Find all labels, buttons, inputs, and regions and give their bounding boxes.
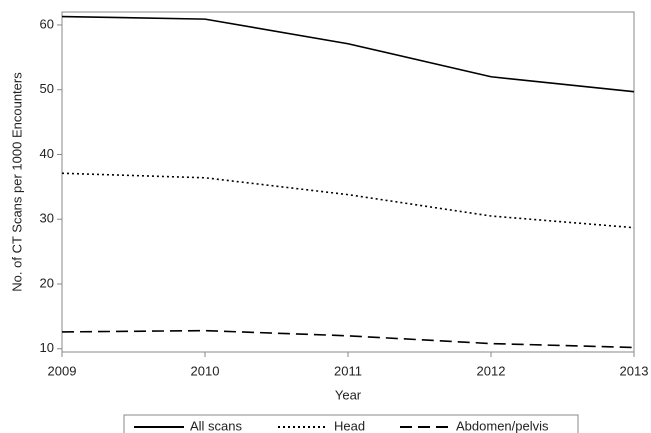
y-tick-label: 30 [40, 211, 54, 226]
y-tick-label: 50 [40, 81, 54, 96]
series-line [61, 172, 635, 229]
y-tick-label: 20 [40, 275, 54, 290]
y-tick-label: 40 [40, 146, 54, 161]
legend-box [123, 414, 579, 433]
y-axis-label: No. of CT Scans per 1000 Encounters [9, 72, 24, 292]
x-tick-label: 2011 [334, 363, 362, 378]
y-tick-label: 10 [40, 340, 54, 355]
series-line [61, 15, 635, 93]
legend-label: Head [334, 418, 365, 433]
x-tick-label: 2010 [191, 363, 220, 378]
series-line [61, 329, 635, 349]
y-tick-label: 60 [40, 16, 54, 31]
plot-frame [61, 11, 635, 353]
x-tick-label: 2013 [620, 363, 649, 378]
x-tick-label: 2009 [48, 363, 77, 378]
x-axis-label: Year [335, 387, 362, 402]
legend-label: Abdomen/pelvis [456, 418, 549, 433]
x-tick-label: 2012 [477, 363, 506, 378]
legend-label: All scans [190, 418, 243, 433]
